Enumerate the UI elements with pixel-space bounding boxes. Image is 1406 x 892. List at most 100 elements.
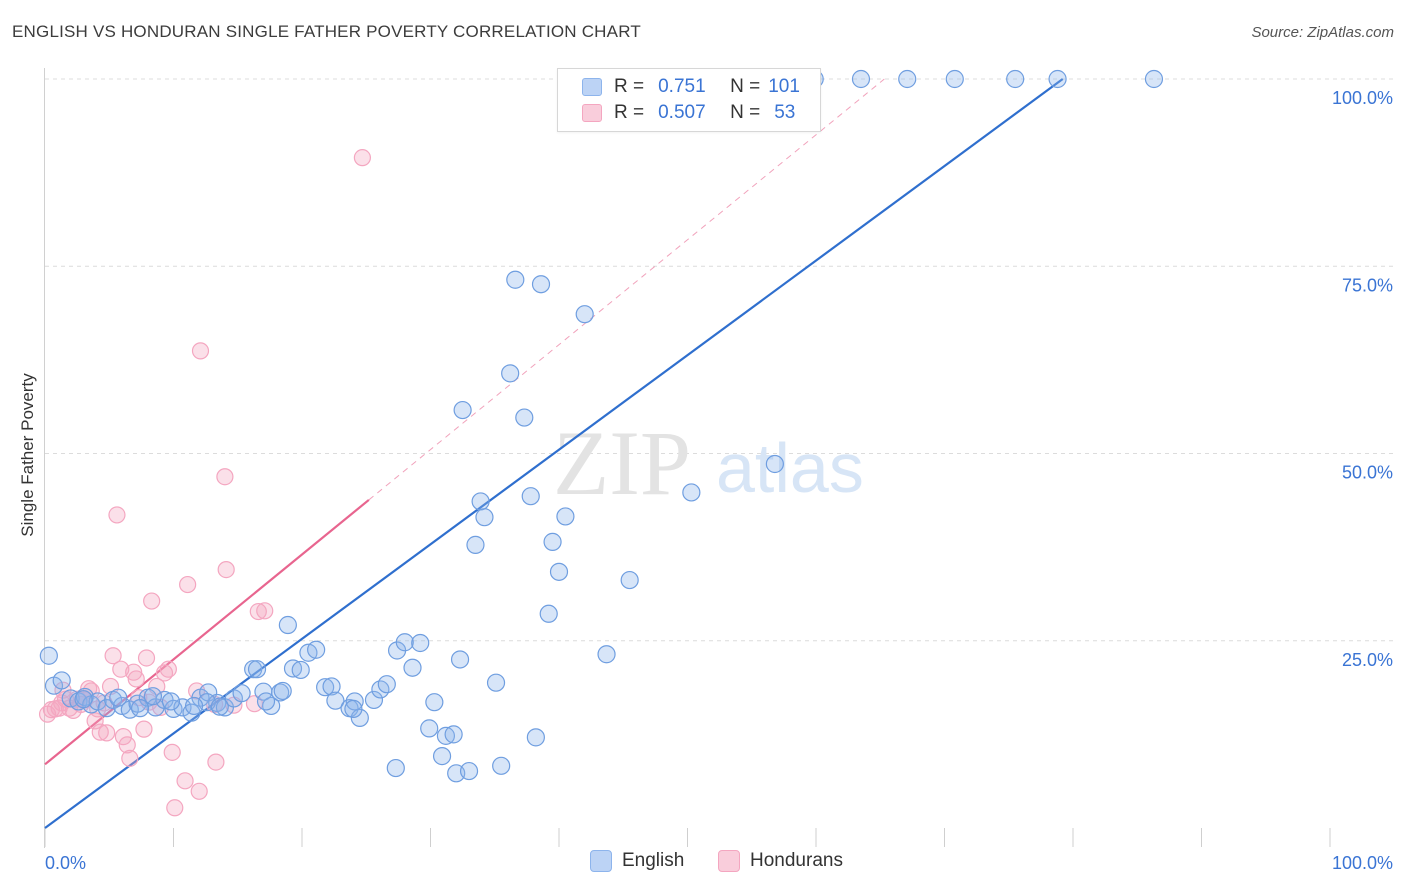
english-point	[1006, 69, 1025, 89]
legend-r-label: R =	[614, 76, 645, 97]
hondurans-trend-line	[44, 499, 370, 766]
english-point	[765, 454, 784, 474]
english-point	[501, 364, 520, 383]
english-legend-swatch	[590, 850, 612, 872]
english-point	[278, 615, 297, 635]
english-point	[232, 684, 251, 703]
watermark-atlas: atlas	[716, 429, 864, 507]
english-point	[1048, 69, 1067, 89]
english-point	[291, 660, 310, 680]
axes	[44, 68, 1331, 848]
trend-lines	[44, 78, 1064, 829]
english-point	[549, 562, 569, 581]
english-point	[466, 535, 485, 554]
legend-label-hondurans: Hondurans	[750, 850, 843, 871]
watermark-zip: ZIP	[553, 412, 691, 514]
english-point	[316, 678, 335, 697]
english-point	[52, 671, 71, 690]
chart-title: ENGLISH VS HONDURAN SINGLE FATHER POVERT…	[12, 22, 641, 41]
english-point	[247, 660, 267, 679]
english-point	[453, 400, 472, 420]
english-point	[161, 692, 181, 711]
english-point	[364, 690, 384, 710]
hondurans-point	[118, 736, 136, 754]
english-point	[184, 696, 204, 716]
english-point	[531, 275, 551, 294]
english-point	[425, 693, 444, 712]
english-point	[109, 688, 128, 707]
hondurans-point	[112, 660, 130, 678]
english-point	[307, 640, 326, 659]
legend-n-label: N =	[730, 102, 761, 123]
legend-r-label: R =	[614, 102, 645, 123]
hondurans-point	[191, 342, 210, 360]
hondurans-point	[143, 592, 161, 610]
hondurans-point	[179, 575, 197, 594]
english-point	[411, 633, 430, 653]
y-axis-label: Single Father Poverty	[18, 373, 37, 537]
hondurans-point	[114, 728, 132, 746]
hondurans-point	[249, 602, 267, 621]
english-point	[851, 69, 871, 89]
legend-item-hondurans[interactable]: Hondurans	[718, 850, 843, 872]
english-point	[539, 604, 558, 623]
english-point	[682, 483, 701, 502]
english-trend-line	[44, 78, 1064, 829]
english-point	[283, 659, 303, 678]
english-swatch	[582, 78, 602, 96]
y-tick-label: 75.0%	[1342, 275, 1393, 295]
legend-n-value: 101	[768, 76, 800, 97]
english-point	[39, 646, 58, 665]
hondurans-point	[216, 468, 234, 486]
english-point	[450, 650, 470, 669]
y-tick-label: 25.0%	[1342, 650, 1393, 670]
stats-legend: R = 0.751 N = 101 R = 0.507 N = 53	[557, 68, 821, 132]
english-point	[556, 507, 575, 526]
english-point	[575, 305, 594, 324]
english-point	[244, 660, 263, 679]
hondurans-point	[135, 720, 153, 738]
english-points	[39, 69, 1164, 783]
english-point	[459, 761, 479, 781]
hondurans-point	[176, 772, 194, 790]
english-point	[898, 69, 917, 89]
english-point	[199, 683, 218, 702]
legend-item-english[interactable]: English	[590, 850, 684, 872]
english-point	[492, 756, 511, 775]
english-point	[350, 708, 369, 727]
hondurans-legend-swatch	[718, 850, 740, 872]
english-point	[475, 508, 494, 527]
y-tick-label: 100.0%	[1332, 88, 1393, 108]
english-point	[273, 681, 292, 701]
english-point	[74, 690, 93, 709]
english-point	[210, 697, 229, 716]
legend-label-english: English	[622, 850, 685, 871]
english-point	[386, 758, 405, 778]
english-point	[256, 692, 276, 711]
english-point	[420, 719, 439, 738]
english-point	[88, 692, 107, 711]
english-point	[543, 532, 562, 551]
english-point	[444, 725, 463, 744]
hondurans-swatch	[582, 104, 602, 122]
english-point	[486, 673, 506, 692]
english-point	[432, 746, 452, 766]
hondurans-point	[104, 647, 122, 665]
hondurans-point	[108, 506, 126, 524]
hondurans-point	[127, 670, 145, 688]
legend-r-value: 0.507	[658, 102, 706, 123]
english-point	[344, 699, 363, 719]
english-point	[945, 69, 964, 89]
hondurans-point	[121, 749, 139, 767]
hondurans-point	[163, 743, 181, 761]
legend-n-label: N =	[730, 76, 761, 97]
hondurans-point	[217, 560, 235, 579]
hondurans-point	[353, 149, 371, 167]
hondurans-point	[256, 602, 274, 620]
hondurans-trend-extension	[368, 78, 885, 501]
english-point	[471, 492, 490, 511]
english-point	[403, 658, 422, 677]
x-tick-label: 0.0%	[45, 853, 86, 873]
legend-row-english: R = 0.751 N = 101	[582, 75, 800, 99]
